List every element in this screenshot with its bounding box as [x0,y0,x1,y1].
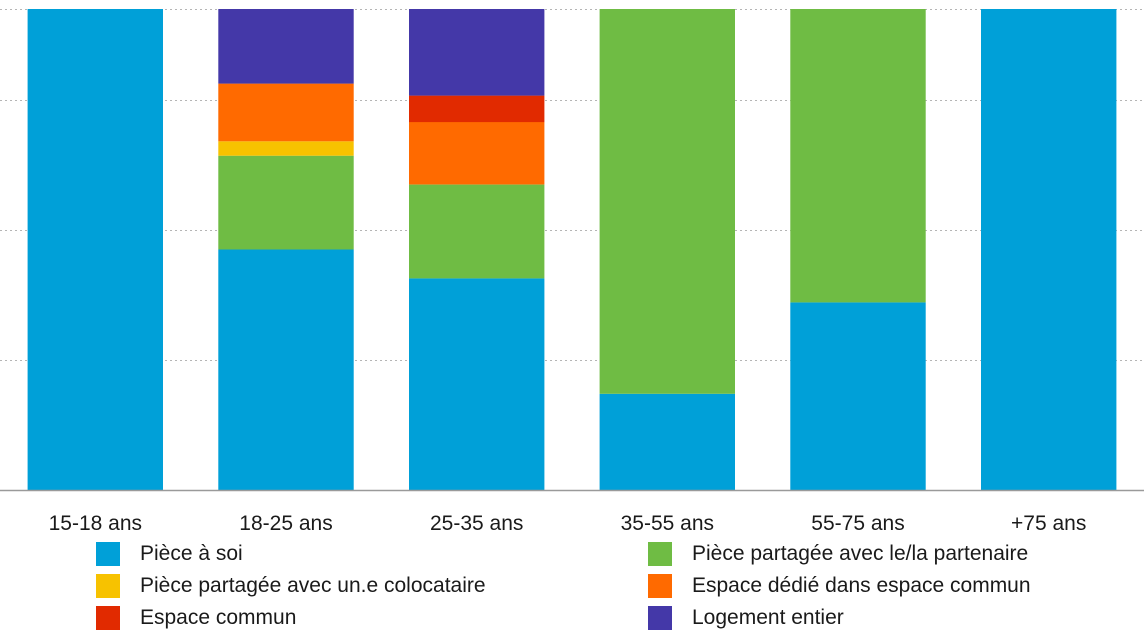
legend-swatch [96,574,120,598]
stacked-bar-chart: 15-18 ans 18-25 ans 25-35 ans 35-55 ans 55-7… [0,9,1144,535]
legend-item-4: Espace commun [96,604,296,632]
bar-segment-5-0 [981,9,1117,490]
x-tick-label-3: 35-55 ans [621,512,714,535]
bar-segment-3-1 [599,9,735,394]
bar-segment-2-5 [409,9,545,96]
legend-item-3: Espace dédié dans espace commun [648,572,1031,600]
legend-label: Espace commun [140,606,297,629]
legend-item-2: Pièce partagée avec un.e colocataire [96,572,486,600]
legend-item-1: Pièce partagée avec le/la partenaire [648,540,1028,568]
legend: Pièce à soi Pièce partagée avec le/la par… [0,538,1144,638]
bar-segment-2-4 [409,95,545,123]
bar-segment-2-3 [409,122,545,185]
legend-swatch [648,542,672,566]
bar-segment-1-2 [218,141,354,156]
legend-label: Logement entier [692,606,844,629]
legend-label: Pièce partagée avec le/la partenaire [692,542,1029,565]
bar-segment-1-1 [218,155,354,250]
legend-swatch [96,606,120,630]
bar-segment-3-0 [599,393,735,490]
x-tick-label-2: 25-35 ans [430,512,523,535]
x-tick-label-5: +75 ans [1011,512,1086,535]
legend-swatch [648,574,672,598]
legend-swatch [96,542,120,566]
bar-segment-4-0 [790,302,926,490]
legend-swatch [648,606,672,630]
bar-segment-1-0 [218,249,354,490]
bar-segment-4-1 [790,9,926,303]
x-tick-label-1: 18-25 ans [239,512,332,535]
grid-lines [0,9,1144,361]
x-tick-labels: 15-18 ans 18-25 ans 25-35 ans 35-55 ans 55-7… [49,512,1087,535]
legend-label: Pièce à soi [140,542,243,565]
bars [27,9,1117,490]
legend-label: Pièce partagée avec un.e colocataire [140,574,486,597]
legend-label: Espace dédié dans espace commun [692,574,1031,597]
x-tick-label-0: 15-18 ans [49,512,142,535]
legend-item-5: Logement entier [648,604,844,632]
bar-segment-1-3 [218,83,354,142]
bar-segment-0-0 [27,9,163,490]
x-tick-label-4: 55-75 ans [811,512,904,535]
bar-segment-1-5 [218,9,354,84]
bar-segment-2-0 [409,278,545,490]
bar-segment-2-1 [409,184,545,279]
legend-item-0: Pièce à soi [96,540,243,568]
